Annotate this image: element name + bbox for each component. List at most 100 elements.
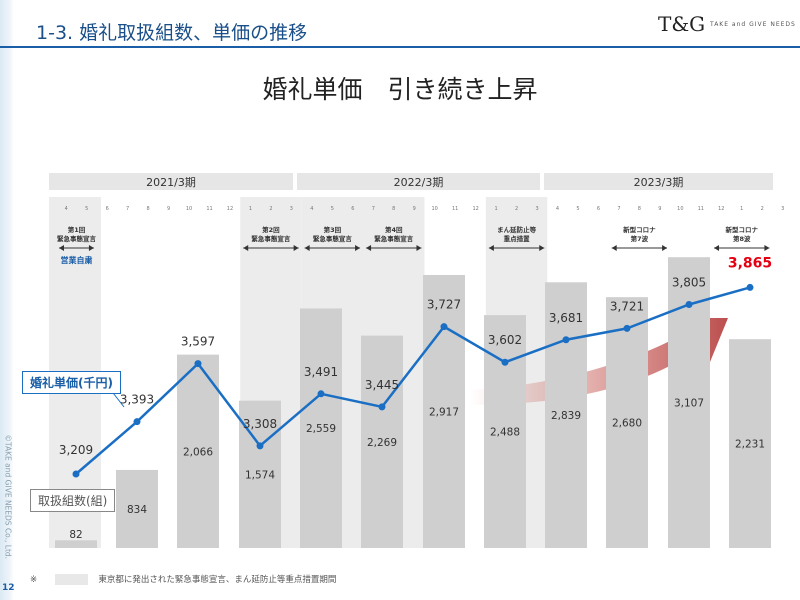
left-edge-gradient [0,0,14,600]
period-label-line2: 緊急事態宣言 [57,234,97,243]
period-label-line2: 第8波 [733,234,751,243]
count-bar-label: 82 [69,529,82,541]
month-tick-label: 6 [597,206,600,212]
month-tick-label: 3 [290,206,293,212]
unit-price-point [194,360,202,368]
month-tick-label: 6 [351,206,354,212]
period-arrow [714,245,770,251]
month-tick-label: 12 [472,206,478,212]
month-tick-label: 7 [372,206,375,212]
count-bar-label: 2,066 [183,446,213,458]
period-label-line1: 新型コロナ [725,225,758,234]
month-tick-label: 9 [413,206,416,212]
shade-legend-swatch [54,574,88,585]
period-arrow [366,245,422,251]
period-label-line1: 第4回 [385,225,403,234]
period-label-line2: 緊急事態宣言 [313,234,353,243]
period-arrow-head-left [243,245,249,251]
period-label-line2: 重点措置 [504,234,531,243]
count-bar [729,339,771,548]
count-bar-label: 2,839 [551,410,581,422]
period-arrow-head-right [764,245,770,251]
month-tick-label: 7 [126,206,129,212]
month-tick-label: 3 [535,206,538,212]
month-tick-label: 6 [106,206,109,212]
period-label-line1: 第1回 [68,225,86,234]
month-tick-label: 4 [65,206,68,212]
month-tick-label: 4 [556,206,559,212]
unit-price-data-label: 3,308 [243,417,277,431]
period-arrow-head-right [293,245,299,251]
month-tick-label: 8 [392,206,395,212]
period-arrow-head-right [88,245,94,251]
count-bar-label: 834 [127,504,147,516]
period-label-line1: 第2回 [262,225,280,234]
fiscal-year-label: 2022/3期 [394,176,444,189]
unit-price-point [256,442,264,450]
count-bar-label: 2,488 [490,427,520,439]
month-tick-label: 8 [147,206,150,212]
period-arrow [488,245,545,251]
count-bar [606,297,648,548]
period-label-line2: 第7波 [631,234,649,243]
count-bar-label: 2,269 [367,437,397,449]
period-arrow-head-right [416,245,422,251]
unit-price-data-label: 3,721 [610,299,644,313]
count-bar [177,354,219,548]
month-tick-label: 7 [617,206,620,212]
period-arrow [243,245,299,251]
period-arrow-head-left [488,245,494,251]
page-number: 12 [2,583,15,593]
month-tick-label: 5 [331,206,334,212]
month-tick-label: 5 [85,206,88,212]
period-label-line2: 緊急事態宣言 [374,234,414,243]
fiscal-year-label: 2021/3期 [146,176,196,189]
unit-price-point [623,324,631,332]
period-arrow-head-right [355,245,361,251]
month-tick-label: 12 [227,206,233,212]
count-bar [545,282,587,548]
period-extra-label: 営業自粛 [60,255,92,265]
month-tick-label: 11 [452,206,458,212]
count-label: 取扱組数(組) [30,489,116,512]
count-bar [423,274,465,548]
unit-price-point [746,283,754,291]
unit-price-point [440,323,448,331]
month-tick-label: 4 [310,206,313,212]
count-bar-label: 2,680 [612,418,642,430]
month-tick-label: 2 [269,206,272,212]
period-label-line1: 第3回 [324,225,342,234]
count-bar [361,335,403,548]
unit-price-point [133,418,141,426]
month-tick-label: 11 [698,206,704,212]
unit-price-data-label: 3,597 [181,335,215,349]
logo-mark: T&G [658,12,706,36]
month-tick-label: 1 [740,206,743,212]
month-tick-label: 8 [638,206,641,212]
count-bar-label: 2,917 [429,406,459,418]
count-bar-label: 3,107 [674,398,704,410]
unit-price-data-label: 3,602 [488,333,522,347]
month-tick-label: 10 [677,206,683,212]
count-bar-label: 1,574 [245,469,275,481]
unit-price-data-label: 3,393 [120,393,154,407]
footnote-text: 東京都に発出された緊急事態宣言、まん延防止等重点措置期間 [98,575,337,585]
month-tick-label: 11 [206,206,212,212]
count-bar [300,308,342,548]
month-tick-label: 3 [781,206,784,212]
fiscal-year-header [544,173,773,190]
period-arrow-head-right [662,245,668,251]
company-logo: T&G TAKE and GIVE NEEDS [658,12,795,38]
unit-price-data-label: 3,805 [672,275,706,289]
month-tick-label: 12 [718,206,724,212]
period-arrow-head-left [611,245,617,251]
main-heading: 婚礼単価 引き続き上昇 [262,75,538,104]
unit-price-data-label: 3,727 [427,298,461,312]
count-bar-label: 2,559 [306,423,336,435]
month-tick-label: 2 [761,206,764,212]
unit-price-point [685,300,693,308]
unit-price-point [501,358,509,366]
unit-price-data-label: 3,491 [304,365,338,379]
period-arrow-head-left [59,245,64,251]
fiscal-year-header [49,173,293,190]
